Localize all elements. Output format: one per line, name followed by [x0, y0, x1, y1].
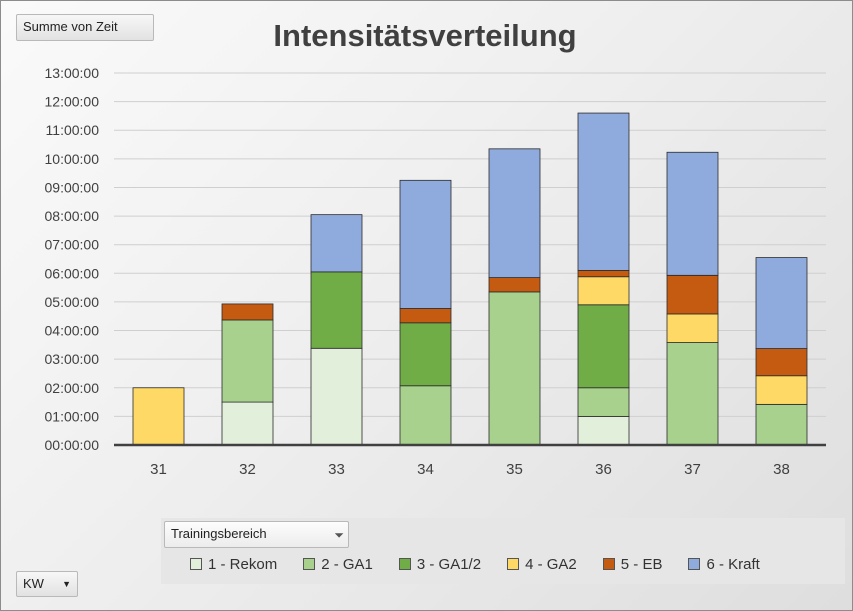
legend-swatch [398, 558, 411, 570]
bar-segment [399, 322, 452, 387]
y-tick-label: 02:00:00 [45, 380, 100, 396]
x-tick-label: 37 [684, 461, 701, 478]
bar-segment [577, 270, 630, 278]
bar-segment [399, 385, 452, 446]
legend-label: 4 - GA2 [525, 555, 577, 573]
y-tick-label: 04:00:00 [45, 323, 100, 339]
legend-item: 2 - GA1 [303, 553, 373, 575]
bar-segment [666, 313, 719, 343]
y-tick-label: 11:00:00 [46, 122, 100, 138]
bar-segment [755, 348, 808, 377]
legend-label: 2 - GA1 [321, 555, 373, 573]
y-tick-label: 00:00:00 [45, 437, 100, 453]
legend-label: 6 - Kraft [706, 555, 760, 573]
legend-swatch [190, 558, 202, 570]
y-tick-label: 12:00:00 [45, 94, 100, 110]
bar-segment [666, 342, 719, 446]
chart-title: Intensitätsverteilung [273, 18, 577, 53]
legend-swatch [303, 558, 316, 570]
bar-segment [755, 257, 808, 349]
bar-segment [132, 387, 185, 446]
value-field-button[interactable]: Summe von Zeit [16, 14, 154, 41]
axis-field-button[interactable]: KW ▼ [16, 571, 78, 597]
legend-field-label: Trainingsbereich [171, 526, 267, 541]
legend-label: 3 - GA1/2 [416, 555, 482, 573]
y-tick-label: 03:00:00 [45, 351, 100, 367]
y-tick-label: 06:00:00 [45, 265, 100, 281]
bar-segment [577, 387, 630, 417]
bar-segment [221, 401, 274, 446]
bar-segment [221, 319, 274, 403]
filter-icon[interactable]: ⏷ [334, 528, 344, 542]
y-tick-label: 01:00:00 [45, 408, 100, 424]
bar-segment [577, 304, 630, 389]
bar-segment [666, 274, 719, 315]
bar-segment [310, 214, 363, 273]
bar-segment [310, 271, 363, 349]
legend-item: 1 - Rekom [190, 553, 277, 575]
legend-field-button[interactable]: Trainingsbereich ⏷ [164, 521, 349, 548]
legend-item: 6 - Kraft [688, 553, 760, 575]
x-tick-label: 33 [328, 461, 345, 478]
legend-label: 5 - EB [620, 555, 663, 573]
bar-segment [755, 403, 808, 446]
bar-segment [666, 151, 719, 276]
legend-item: 5 - EB [602, 553, 663, 575]
x-tick-label: 38 [773, 461, 790, 478]
x-tick-label: 31 [150, 461, 167, 478]
bar-segment [488, 277, 541, 293]
y-tick-label: 13:00:00 [45, 65, 100, 81]
axis-field-label: KW [23, 576, 44, 591]
bar-segment [577, 112, 630, 271]
legend-item: 3 - GA1/2 [398, 553, 482, 575]
legend-swatch [688, 558, 701, 570]
x-tick-label: 36 [595, 461, 612, 478]
bar-segment [577, 415, 630, 446]
y-tick-label: 07:00:00 [45, 237, 100, 253]
y-tick-label: 08:00:00 [45, 208, 100, 224]
bar-segment [221, 303, 274, 321]
x-tick-label: 35 [506, 461, 523, 478]
y-tick-label: 10:00:00 [45, 151, 100, 167]
bar-segment [755, 375, 808, 405]
y-tick-label: 09:00:00 [45, 179, 100, 195]
x-tick-label: 32 [239, 461, 256, 478]
dropdown-arrow-icon[interactable]: ▼ [62, 579, 71, 589]
x-tick-label: 34 [417, 461, 434, 478]
y-tick-label: 05:00:00 [45, 294, 100, 310]
bar-segment [577, 276, 630, 306]
bar-segment [399, 179, 452, 309]
legend: 1 - Rekom 2 - GA1 3 - GA1/2 4 - GA2 5 - EB 6 … [190, 553, 786, 575]
bar-segment [310, 347, 363, 446]
legend-item: 4 - GA2 [507, 553, 577, 575]
bar-segment [399, 308, 452, 324]
bar-segment [488, 148, 541, 278]
legend-swatch [507, 558, 520, 570]
legend-swatch [602, 558, 615, 570]
legend-label: 1 - Rekom [208, 555, 278, 573]
bar-segment [488, 291, 541, 446]
